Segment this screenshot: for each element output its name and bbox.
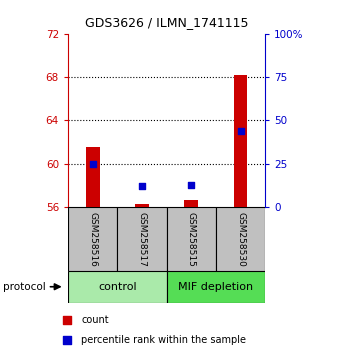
- Text: GSM258516: GSM258516: [88, 211, 97, 267]
- Point: [139, 183, 145, 189]
- Bar: [117, 207, 167, 271]
- Point: [188, 182, 194, 187]
- Text: MIF depletion: MIF depletion: [178, 282, 253, 292]
- Bar: [184, 200, 198, 207]
- Bar: [86, 148, 100, 207]
- Bar: [68, 207, 117, 271]
- Text: GSM258530: GSM258530: [236, 211, 245, 267]
- Point: [90, 161, 95, 167]
- Bar: [234, 75, 248, 207]
- Point: [238, 128, 243, 133]
- Text: GDS3626 / ILMN_1741115: GDS3626 / ILMN_1741115: [85, 16, 248, 29]
- Text: control: control: [98, 282, 137, 292]
- Bar: [216, 207, 265, 271]
- Bar: [68, 271, 167, 303]
- Bar: [167, 271, 265, 303]
- Point: [64, 317, 70, 323]
- Text: GSM258515: GSM258515: [187, 211, 196, 267]
- Point: [64, 337, 70, 343]
- Bar: [135, 204, 149, 207]
- Text: GSM258517: GSM258517: [137, 211, 147, 267]
- Text: protocol: protocol: [3, 282, 46, 292]
- Bar: [167, 207, 216, 271]
- Text: count: count: [82, 315, 109, 325]
- Text: percentile rank within the sample: percentile rank within the sample: [82, 335, 246, 345]
